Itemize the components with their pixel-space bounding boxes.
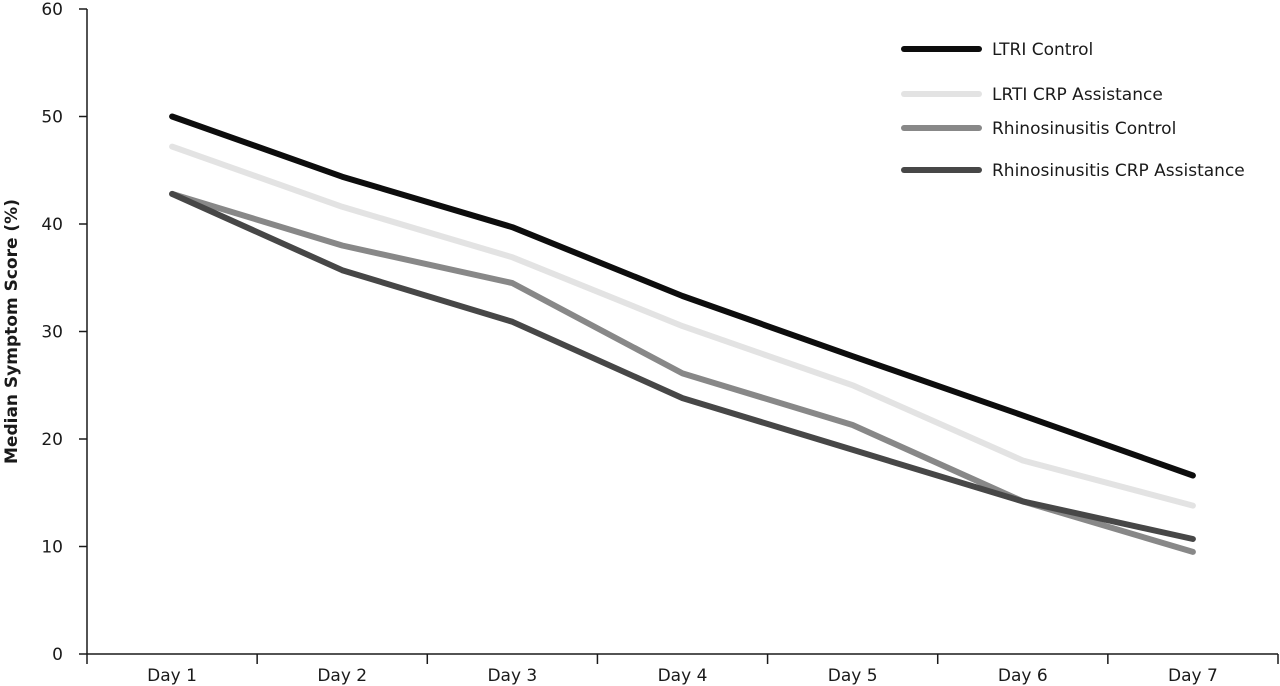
legend-label-2: LRTI CRP Assistance: [992, 85, 1163, 105]
y-tick-label: 10: [41, 538, 63, 558]
y-tick-label: 60: [41, 0, 63, 20]
legend: LTRI Control LRTI CRP Assistance Rhinosinu…: [901, 40, 1245, 181]
x-tick-label: Day 6: [998, 666, 1048, 686]
series-lines: [169, 113, 1196, 555]
y-axis-ticks: 0 10 20 30 40 50 60: [41, 0, 87, 665]
x-tick-label: Day 5: [828, 666, 878, 686]
y-tick-label: 20: [41, 430, 63, 450]
series-line-1: [169, 113, 1196, 479]
legend-label-1: LTRI Control: [992, 40, 1093, 60]
x-tick-label: Day 7: [1168, 666, 1218, 686]
y-axis-title: Median Symptom Score (%): [2, 199, 22, 464]
series-line-4: [169, 190, 1196, 542]
x-tick-label: Day 1: [147, 666, 197, 686]
y-tick-label: 30: [41, 323, 63, 343]
x-axis-ticks: Day 1 Day 2 Day 3 Day 4 Day 5 Day 6 Day 7: [86, 654, 1279, 686]
x-tick-label: Day 4: [658, 666, 708, 686]
y-tick-label: 50: [41, 108, 63, 128]
x-tick-label: Day 2: [317, 666, 367, 686]
legend-label-3: Rhinosinusitis Control: [992, 119, 1176, 139]
series-line-3: [169, 190, 1196, 555]
y-tick-label: 40: [41, 215, 63, 235]
y-tick-label: 0: [52, 645, 63, 665]
legend-label-4: Rhinosinusitis CRP Assistance: [992, 161, 1245, 181]
series-line-2: [169, 143, 1196, 509]
x-tick-label: Day 3: [487, 666, 537, 686]
